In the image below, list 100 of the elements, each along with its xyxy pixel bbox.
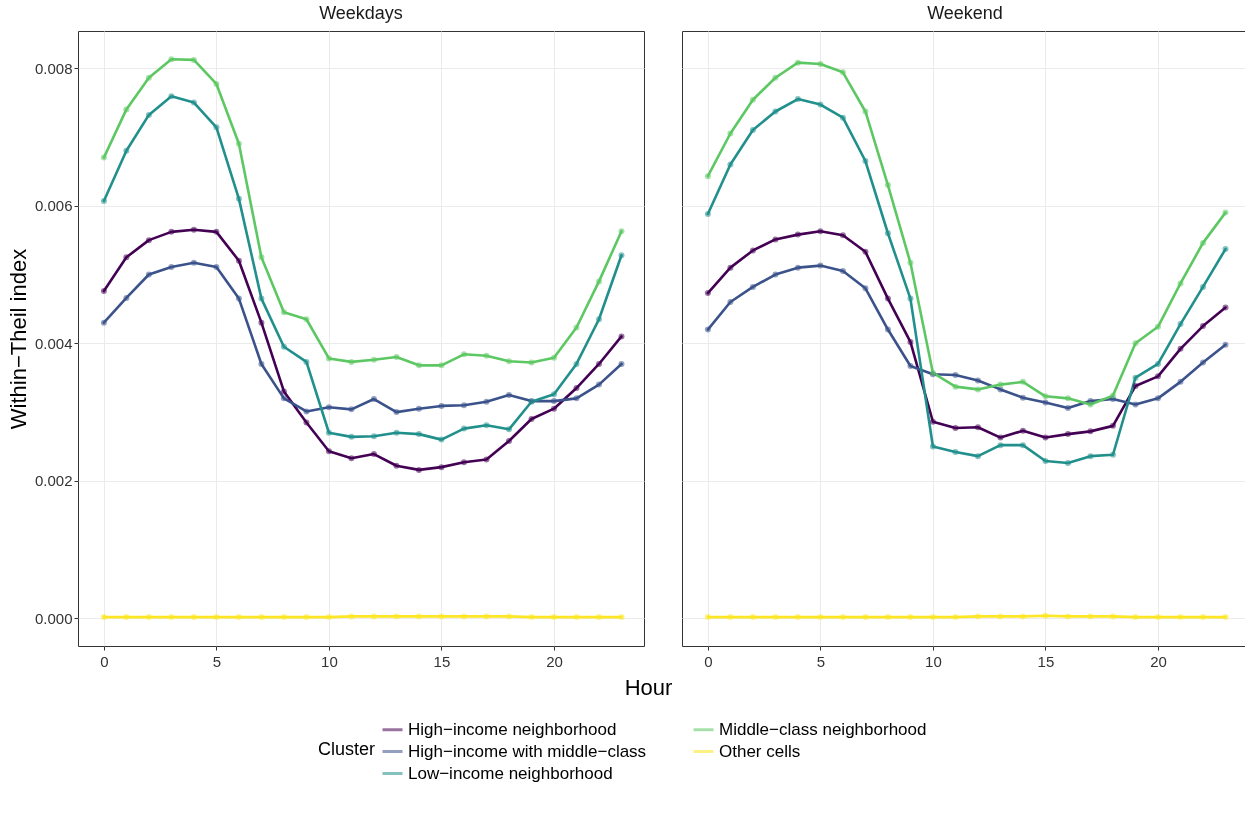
point (1064, 613, 1071, 620)
legend-label: Other cells (719, 741, 801, 761)
point (1199, 239, 1206, 246)
point (884, 326, 891, 333)
point (595, 360, 602, 367)
point (727, 614, 734, 621)
point (325, 404, 332, 411)
point (974, 424, 981, 431)
point (550, 354, 557, 361)
point (550, 405, 557, 412)
point (727, 264, 734, 271)
point (839, 614, 846, 621)
point (1064, 431, 1071, 438)
point (929, 443, 936, 450)
point (974, 386, 981, 393)
point (749, 614, 756, 621)
point (618, 614, 625, 621)
point (997, 613, 1004, 620)
point (370, 433, 377, 440)
point (1154, 360, 1161, 367)
point (618, 360, 625, 367)
point (839, 114, 846, 121)
point (123, 106, 130, 113)
point (235, 195, 242, 202)
point (1177, 345, 1184, 352)
x-tick-label: 10 (925, 652, 942, 670)
point (145, 111, 152, 118)
point (258, 614, 265, 621)
point (1199, 323, 1206, 330)
line-series (100, 56, 625, 369)
point (370, 613, 377, 620)
point (483, 422, 490, 429)
point (1177, 614, 1184, 621)
point (168, 93, 175, 100)
point (1222, 246, 1229, 253)
point (280, 395, 287, 402)
y-tick-label: 0.000 (34, 609, 73, 627)
point (727, 161, 734, 168)
point (727, 130, 734, 137)
point (1019, 613, 1026, 620)
point (370, 356, 377, 363)
point (1132, 614, 1139, 621)
x-tick-label: 20 (1150, 652, 1167, 670)
point (1042, 393, 1049, 400)
point (438, 436, 445, 443)
point (794, 614, 801, 621)
point (1109, 392, 1116, 399)
point (952, 614, 959, 621)
point (438, 613, 445, 620)
point (100, 319, 107, 326)
x-tick-label: 20 (546, 652, 563, 670)
point (213, 263, 220, 270)
point (929, 418, 936, 425)
point (505, 391, 512, 398)
point (303, 316, 310, 323)
point (213, 80, 220, 87)
point (884, 230, 891, 237)
point (952, 383, 959, 390)
point (303, 408, 310, 415)
point (1064, 395, 1071, 402)
point (573, 385, 580, 392)
point (483, 398, 490, 405)
point (1154, 614, 1161, 621)
point (550, 614, 557, 621)
y-tick-label: 0.004 (34, 334, 73, 352)
chart-title: Weekend (927, 3, 1003, 23)
point (862, 108, 869, 115)
point (123, 614, 130, 621)
point (123, 254, 130, 261)
point (1042, 612, 1049, 619)
point (325, 614, 332, 621)
point (325, 429, 332, 436)
point (100, 154, 107, 161)
x-tick-label: 15 (433, 652, 451, 670)
point (862, 158, 869, 165)
point (303, 419, 310, 426)
point (438, 362, 445, 369)
point (772, 108, 779, 115)
point (190, 99, 197, 106)
point (303, 358, 310, 365)
point (817, 228, 824, 235)
point (100, 614, 107, 621)
point (190, 56, 197, 63)
point (817, 61, 824, 68)
point (325, 448, 332, 455)
point (1199, 614, 1206, 621)
point (100, 288, 107, 295)
point (235, 257, 242, 264)
point (1222, 304, 1229, 311)
x-axis-title: Hour (624, 674, 673, 700)
point (817, 262, 824, 269)
point (794, 264, 801, 271)
point (415, 405, 422, 412)
point (929, 614, 936, 621)
point (704, 326, 711, 333)
point (168, 56, 175, 63)
point (884, 182, 891, 189)
point (348, 406, 355, 413)
point (393, 429, 400, 436)
point (370, 396, 377, 403)
